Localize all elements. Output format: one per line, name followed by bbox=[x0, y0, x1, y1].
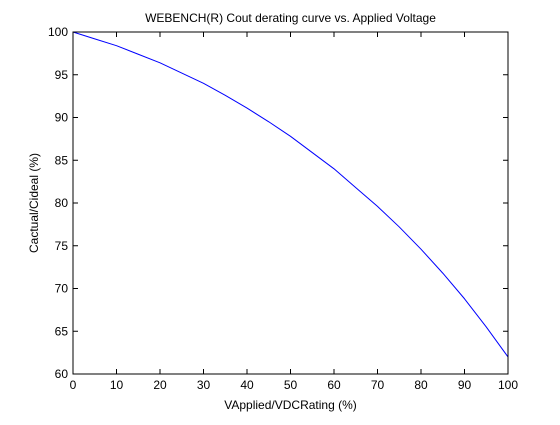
x-tick-label: 70 bbox=[371, 378, 385, 392]
y-tick-label: 80 bbox=[55, 196, 69, 210]
ticks-layer: 0 10 20 30 40 50 60 70 80 90 100 60 65 70 75 80 85 90 95 10… bbox=[48, 25, 518, 392]
x-axis-label: VApplied/VDCRating (%) bbox=[224, 398, 357, 412]
plot-area bbox=[73, 32, 508, 374]
x-tick-label: 20 bbox=[153, 378, 167, 392]
x-tick-label: 10 bbox=[110, 378, 124, 392]
x-tick-label: 40 bbox=[240, 378, 254, 392]
y-tick-label: 85 bbox=[55, 153, 69, 167]
x-tick-label: 100 bbox=[498, 378, 518, 392]
y-tick-label: 60 bbox=[55, 367, 69, 381]
series-line bbox=[72, 31, 509, 358]
y-tick-label: 70 bbox=[55, 282, 69, 296]
x-tick-label: 50 bbox=[284, 378, 298, 392]
x-tick-label: 30 bbox=[197, 378, 211, 392]
series-layer bbox=[72, 31, 509, 358]
x-tick-label: 60 bbox=[327, 378, 341, 392]
x-tick-label: 90 bbox=[458, 378, 472, 392]
y-tick-label: 95 bbox=[55, 68, 69, 82]
y-tick-label: 75 bbox=[55, 239, 69, 253]
chart-title: WEBENCH(R) Cout derating curve vs. Appli… bbox=[145, 11, 436, 25]
x-tick-label: 80 bbox=[414, 378, 428, 392]
x-tick-label: 0 bbox=[70, 378, 77, 392]
y-axis-label: Cactual/Cideal (%) bbox=[27, 153, 41, 253]
y-tick-label: 90 bbox=[55, 111, 69, 125]
y-tick-label: 65 bbox=[55, 324, 69, 338]
y-tick-label: 100 bbox=[48, 25, 68, 39]
